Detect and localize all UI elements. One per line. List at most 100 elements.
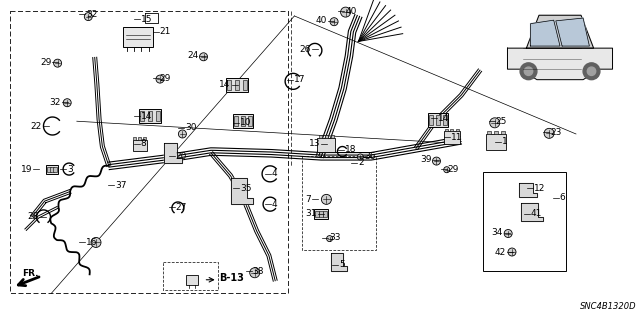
Text: FR.: FR.: [22, 269, 39, 278]
Bar: [140, 111, 145, 122]
Bar: [243, 79, 247, 90]
Text: 21: 21: [160, 27, 171, 36]
Text: 35: 35: [240, 184, 252, 193]
Bar: [486, 134, 506, 150]
Circle shape: [156, 75, 164, 83]
Bar: [317, 138, 335, 152]
Circle shape: [508, 248, 516, 256]
Bar: [444, 115, 447, 125]
Text: 40: 40: [316, 16, 326, 25]
Bar: [134, 137, 136, 139]
Bar: [140, 109, 161, 123]
Circle shape: [588, 67, 596, 76]
Bar: [163, 262, 218, 290]
Bar: [248, 116, 252, 126]
Text: 39: 39: [420, 155, 432, 164]
Text: 30: 30: [186, 123, 197, 132]
Text: 11: 11: [451, 133, 463, 142]
Circle shape: [520, 63, 537, 80]
Circle shape: [91, 237, 101, 248]
Bar: [148, 111, 152, 122]
Bar: [138, 137, 141, 139]
Circle shape: [544, 128, 554, 138]
Bar: [241, 116, 245, 126]
Text: 20: 20: [176, 152, 187, 161]
Bar: [487, 131, 492, 134]
Text: 25: 25: [496, 117, 507, 126]
Text: 3: 3: [67, 165, 73, 174]
Text: 29: 29: [160, 74, 171, 83]
Text: 19: 19: [20, 165, 32, 174]
Text: 27: 27: [176, 203, 187, 212]
Text: 13: 13: [308, 139, 320, 148]
Bar: [316, 211, 319, 217]
Text: 1: 1: [502, 137, 508, 146]
Bar: [47, 167, 51, 172]
Bar: [500, 131, 505, 134]
Circle shape: [84, 12, 92, 21]
Polygon shape: [522, 203, 543, 221]
Bar: [319, 135, 322, 138]
Polygon shape: [556, 18, 589, 46]
Polygon shape: [508, 48, 612, 80]
Bar: [319, 211, 323, 217]
Circle shape: [326, 236, 333, 241]
Bar: [314, 209, 328, 219]
Text: 18: 18: [346, 145, 357, 154]
Text: 14: 14: [141, 112, 152, 121]
Text: 36: 36: [365, 152, 376, 161]
Text: 15: 15: [141, 15, 152, 24]
Bar: [429, 115, 433, 125]
Circle shape: [179, 130, 186, 138]
Text: 26: 26: [300, 45, 310, 54]
Bar: [445, 129, 448, 131]
Bar: [436, 115, 440, 125]
Circle shape: [200, 53, 207, 61]
Text: 12: 12: [534, 184, 545, 193]
Text: 8: 8: [141, 139, 147, 148]
Text: 22: 22: [31, 122, 42, 130]
Text: 34: 34: [492, 228, 502, 237]
Text: 32: 32: [50, 98, 61, 107]
Circle shape: [490, 118, 500, 128]
Bar: [51, 167, 54, 172]
Bar: [47, 165, 58, 174]
Circle shape: [583, 63, 600, 80]
Text: 29: 29: [448, 165, 459, 174]
Circle shape: [524, 67, 532, 76]
Text: 24: 24: [188, 51, 198, 60]
Text: 2: 2: [358, 158, 364, 167]
Bar: [156, 111, 161, 122]
Bar: [494, 131, 498, 134]
Bar: [132, 139, 147, 151]
Text: 29: 29: [40, 58, 51, 67]
Circle shape: [54, 59, 61, 67]
Bar: [302, 156, 376, 250]
Polygon shape: [531, 20, 560, 46]
Bar: [227, 79, 231, 90]
Bar: [186, 275, 198, 285]
Circle shape: [321, 194, 332, 204]
Polygon shape: [526, 15, 594, 48]
Text: 6: 6: [560, 193, 566, 202]
Polygon shape: [519, 183, 537, 197]
Circle shape: [340, 7, 351, 17]
Polygon shape: [164, 143, 182, 163]
Circle shape: [330, 18, 338, 26]
Text: 31: 31: [305, 209, 317, 218]
Polygon shape: [231, 178, 253, 204]
Text: 4: 4: [272, 169, 277, 178]
Circle shape: [444, 167, 450, 173]
Bar: [324, 135, 328, 138]
Bar: [483, 172, 566, 271]
Text: 17: 17: [294, 75, 306, 84]
Text: 38: 38: [253, 267, 264, 276]
Text: 32: 32: [86, 10, 97, 19]
Text: 4: 4: [272, 200, 277, 209]
Bar: [456, 129, 459, 131]
Bar: [234, 116, 238, 126]
Circle shape: [504, 229, 512, 238]
Text: B-13: B-13: [219, 273, 244, 283]
Text: 7: 7: [305, 195, 310, 204]
Bar: [233, 114, 253, 128]
